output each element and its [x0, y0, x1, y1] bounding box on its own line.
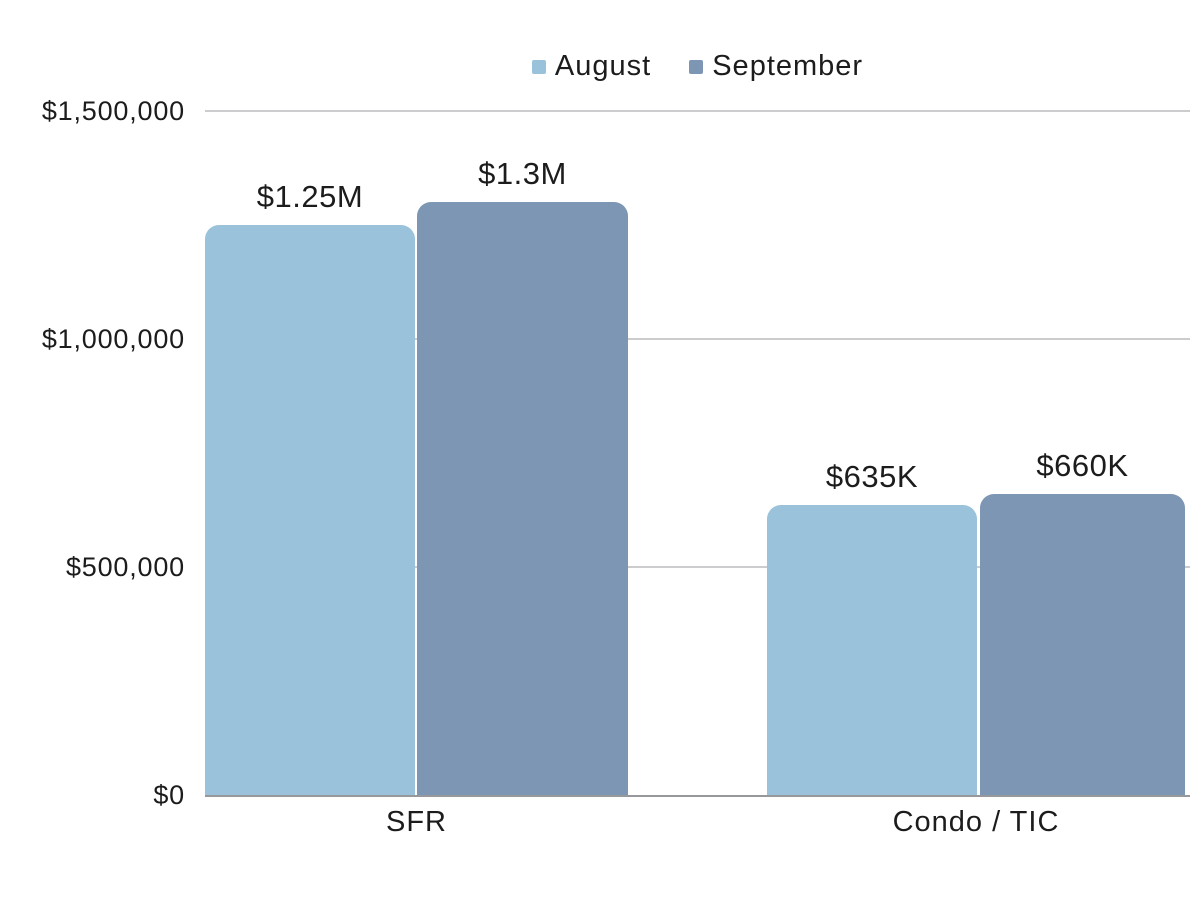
gridline-1000000 [205, 338, 1190, 340]
y-axis-label-500000: $500,000 [65, 552, 185, 582]
bar-condo-tic-august[interactable] [767, 505, 977, 795]
y-axis-label-1500000: $1,500,000 [41, 96, 185, 126]
bar-condo-tic-september[interactable] [980, 494, 1185, 795]
x-axis-label-condo-tic: Condo / TIC [892, 806, 1060, 838]
value-label-condo-tic-august: $635K [825, 459, 919, 494]
legend-swatch-september-icon [689, 59, 704, 74]
bar-sfr-september[interactable] [417, 202, 628, 795]
legend-swatch-august-icon [531, 59, 546, 74]
legend: August September [205, 50, 1190, 83]
y-axis-label-0: $0 [153, 780, 185, 810]
legend-label-september: September [712, 50, 864, 82]
value-label-sfr-august: $1.25M [256, 179, 364, 214]
legend-label-august: August [554, 50, 652, 82]
bar-sfr-august[interactable] [205, 225, 415, 795]
value-label-sfr-september: $1.3M [478, 156, 567, 191]
x-axis-label-sfr: SFR [386, 806, 447, 838]
legend-item-september[interactable]: September [689, 50, 863, 83]
plot-area: $1.25M $1.3M $635K $660K [205, 110, 1190, 797]
gridline-1500000 [205, 110, 1190, 112]
y-axis-label-1000000: $1,000,000 [41, 324, 185, 354]
value-label-condo-tic-september: $660K [1036, 448, 1129, 483]
gridline-500000 [205, 566, 1190, 568]
legend-item-august[interactable]: August [531, 50, 652, 83]
